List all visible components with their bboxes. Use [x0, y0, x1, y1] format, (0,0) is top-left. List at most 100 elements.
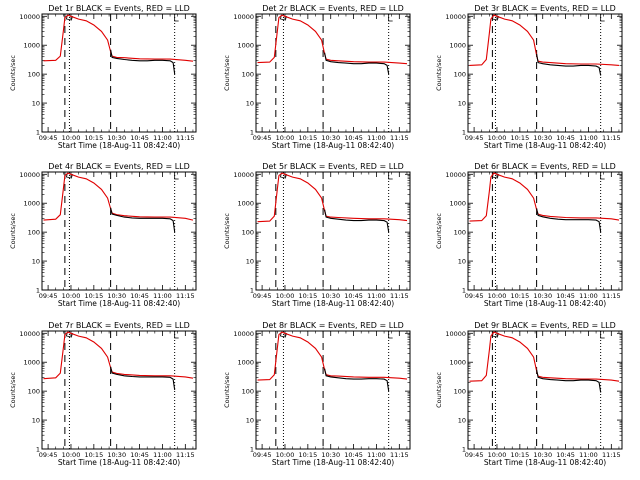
- top-marker-glyph: [65, 172, 73, 179]
- top-marker-glyph: [388, 331, 393, 339]
- x-tick-label: 11:15: [176, 292, 195, 300]
- x-tick-label: 11:15: [602, 292, 621, 300]
- panel-title: Det 8r BLACK = Events, RED = LLD: [262, 321, 404, 330]
- x-axis-label: Start Time (18-Aug-11 08:42:40): [272, 458, 394, 467]
- y-tick-label: 10000: [19, 330, 40, 338]
- y-tick-label: 100: [454, 229, 466, 237]
- y-axis-label: Counts/sec: [223, 213, 231, 249]
- events-series-line: [324, 209, 390, 233]
- x-tick-label: 10:15: [84, 134, 103, 142]
- y-tick-label: 100: [454, 71, 466, 79]
- x-tick-label: 11:00: [367, 134, 386, 142]
- lld-series-line: [257, 14, 408, 65]
- x-axis-label: Start Time (18-Aug-11 08:42:40): [484, 458, 606, 467]
- x-tick-label: 10:45: [344, 292, 363, 300]
- y-tick-label: 1: [250, 446, 254, 454]
- x-tick-label: 11:15: [390, 451, 409, 459]
- x-tick-label: 11:00: [579, 451, 598, 459]
- x-tick-label: 10:30: [533, 451, 552, 459]
- y-tick-label: 10: [32, 100, 40, 108]
- y-tick-label: 10000: [233, 13, 254, 21]
- detector-panel: Det 5r BLACK = Events, RED = LLD 1 10 100 10…: [223, 162, 411, 308]
- y-tick-label: 1000: [237, 200, 254, 208]
- x-axis-label: Start Time (18-Aug-11 08:42:40): [58, 458, 180, 467]
- panel-title: Det 6r BLACK = Events, RED = LLD: [474, 162, 616, 171]
- x-tick-label: 10:45: [130, 134, 149, 142]
- top-marker-glyph: [174, 172, 179, 180]
- top-marker-glyph: [600, 14, 605, 22]
- x-tick-label: 10:15: [510, 451, 529, 459]
- y-axis-label: Counts/sec: [9, 55, 17, 91]
- x-tick-label: 10:00: [62, 292, 81, 300]
- x-tick-label: 11:00: [153, 134, 172, 142]
- y-tick-label: 1000: [23, 200, 40, 208]
- top-marker-glyph: [174, 14, 179, 22]
- top-marker-glyph: [279, 14, 287, 21]
- x-tick-label: 11:15: [176, 451, 195, 459]
- x-tick-label: 10:45: [344, 134, 363, 142]
- y-tick-label: 10: [246, 417, 254, 425]
- y-tick-label: 10000: [445, 171, 466, 179]
- x-tick-label: 10:30: [321, 292, 340, 300]
- y-tick-label: 1000: [237, 359, 254, 367]
- plot-frame: [467, 13, 623, 133]
- x-tick-label: 10:45: [130, 292, 149, 300]
- x-tick-label: 10:30: [533, 292, 552, 300]
- x-tick-label: 11:00: [579, 292, 598, 300]
- y-tick-label: 100: [242, 229, 254, 237]
- panel-title: Det 4r BLACK = Events, RED = LLD: [48, 162, 190, 171]
- x-tick-label: 09:45: [253, 134, 272, 142]
- plot-frame: [467, 330, 623, 450]
- x-tick-label: 10:00: [276, 292, 295, 300]
- y-tick-label: 10: [458, 417, 466, 425]
- x-tick-label: 10:00: [488, 292, 507, 300]
- y-tick-label: 10: [246, 258, 254, 266]
- plot-frame: [467, 171, 623, 291]
- y-tick-label: 1000: [449, 359, 466, 367]
- plot-frame: [41, 13, 197, 133]
- x-axis-label: Start Time (18-Aug-11 08:42:40): [58, 141, 180, 150]
- y-tick-label: 10000: [19, 13, 40, 21]
- y-tick-label: 100: [242, 71, 254, 79]
- lld-series-line: [43, 331, 194, 380]
- x-axis-label: Start Time (18-Aug-11 08:42:40): [272, 141, 394, 150]
- y-tick-label: 10000: [19, 171, 40, 179]
- x-tick-label: 11:15: [390, 134, 409, 142]
- events-series-line: [110, 366, 176, 390]
- panel-title: Det 3r BLACK = Events, RED = LLD: [474, 4, 616, 13]
- x-tick-label: 11:00: [367, 292, 386, 300]
- x-tick-label: 09:45: [253, 451, 272, 459]
- plot-frame: [255, 171, 411, 291]
- panel-title: Det 2r BLACK = Events, RED = LLD: [262, 4, 404, 13]
- y-axis-label: Counts/sec: [223, 55, 231, 91]
- detector-panel: Det 4r BLACK = Events, RED = LLD 1 10 100 10…: [9, 162, 197, 308]
- x-tick-label: 09:45: [39, 451, 58, 459]
- x-axis-label: Start Time (18-Aug-11 08:42:40): [484, 141, 606, 150]
- x-tick-label: 09:45: [39, 292, 58, 300]
- y-tick-label: 1: [462, 129, 466, 137]
- y-axis-label: Counts/sec: [9, 213, 17, 249]
- x-tick-label: 11:15: [390, 292, 409, 300]
- x-axis-label: Start Time (18-Aug-11 08:42:40): [58, 299, 180, 308]
- events-series-line: [536, 369, 602, 393]
- y-tick-label: 1: [36, 446, 40, 454]
- y-tick-label: 1000: [23, 359, 40, 367]
- lld-series-line: [469, 14, 620, 66]
- top-marker-glyph: [279, 331, 287, 338]
- x-tick-label: 10:00: [276, 451, 295, 459]
- x-tick-label: 10:00: [62, 134, 81, 142]
- x-tick-label: 10:15: [510, 134, 529, 142]
- events-series-line: [536, 208, 602, 233]
- x-tick-label: 10:00: [276, 134, 295, 142]
- top-marker-glyph: [65, 14, 73, 21]
- detector-panel: Det 6r BLACK = Events, RED = LLD 1 10 100 10…: [435, 162, 623, 308]
- detector-panel: Det 3r BLACK = Events, RED = LLD 1 10 100 10…: [435, 4, 623, 150]
- top-marker-glyph: [600, 331, 605, 339]
- lld-series-line: [43, 14, 194, 62]
- x-tick-label: 09:45: [465, 134, 484, 142]
- lld-series-line: [469, 331, 620, 382]
- top-marker-glyph: [65, 331, 73, 338]
- y-axis-label: Counts/sec: [9, 372, 17, 408]
- x-tick-label: 10:15: [84, 292, 103, 300]
